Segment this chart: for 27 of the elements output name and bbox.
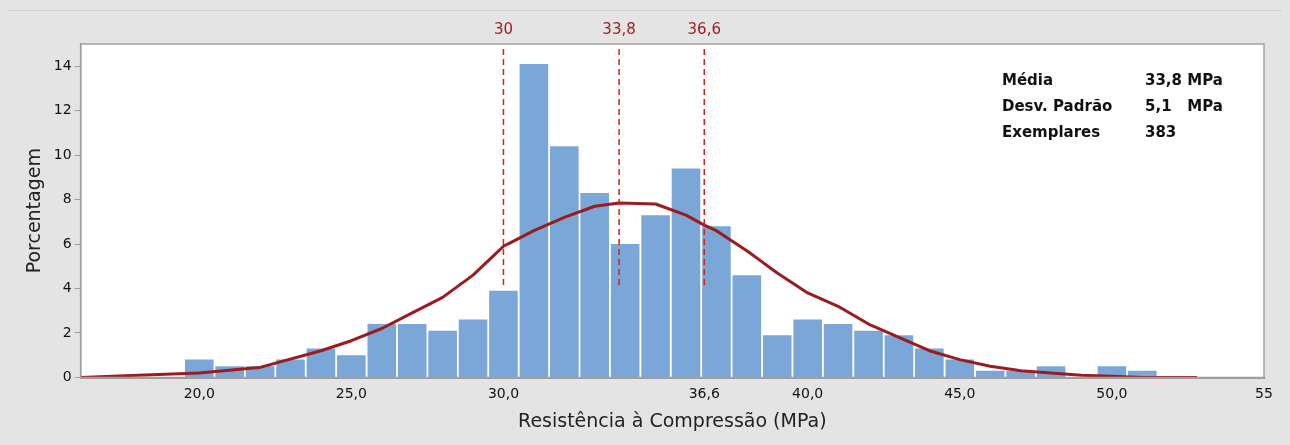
- ref-line-label: 33,8: [602, 20, 636, 39]
- x-tick-label: 40,0: [792, 385, 824, 402]
- y-tick-label: 8: [62, 190, 72, 207]
- annotation: 5,1 MPa: [1145, 96, 1223, 115]
- x-tick-label: 36,6: [688, 385, 720, 402]
- y-tick-label: 12: [53, 101, 72, 118]
- annotation: Média: [1002, 70, 1054, 89]
- annotation: 33,8 MPa: [1145, 70, 1223, 89]
- x-tick-label: 45,0: [944, 385, 976, 402]
- x-tick-label: 50,0: [1096, 385, 1128, 402]
- x-axis-title: Resistência à Compressão (MPa): [518, 408, 827, 431]
- annotation: Exemplares: [1002, 122, 1101, 141]
- ref-line-label: 30: [493, 20, 514, 39]
- ref-line-label: 36,6: [687, 20, 721, 39]
- annotation: Desv. Padrão: [1002, 96, 1113, 115]
- y-tick-label: 10: [53, 145, 72, 162]
- x-tick-label: 25,0: [335, 385, 367, 402]
- y-tick-label: 6: [62, 234, 72, 251]
- x-tick-label: 20,0: [183, 385, 215, 402]
- y-tick-label: 2: [62, 323, 72, 340]
- x-tick-label: 30,0: [487, 385, 520, 402]
- x-tick-label: 55: [1255, 385, 1273, 402]
- annotation: 383: [1145, 122, 1177, 141]
- y-axis-title: Porcentagem: [22, 148, 45, 274]
- y-tick-label: 0: [62, 368, 72, 385]
- y-tick-label: 4: [62, 279, 72, 296]
- y-tick-label: 14: [53, 56, 72, 73]
